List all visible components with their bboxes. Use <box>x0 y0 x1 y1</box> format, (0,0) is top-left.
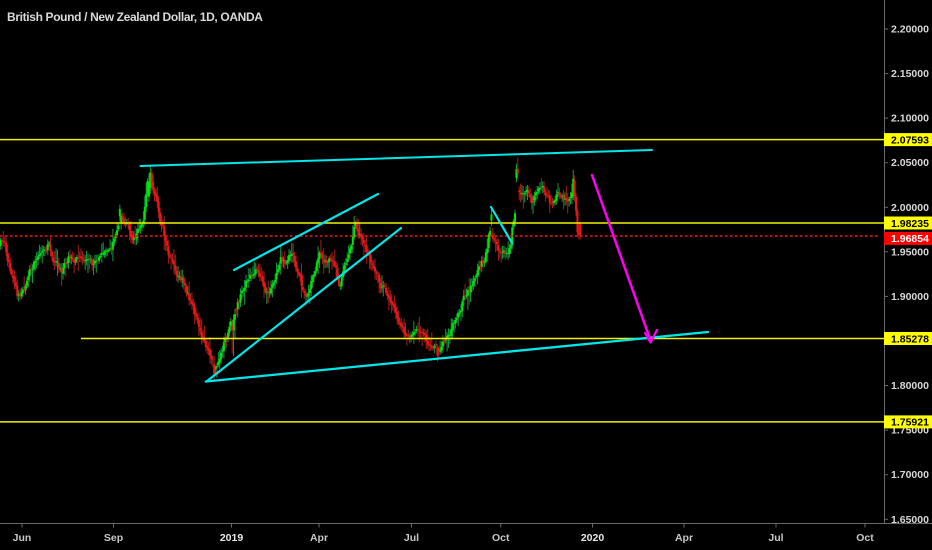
svg-text:1.80000: 1.80000 <box>891 380 929 392</box>
svg-text:Jul: Jul <box>768 532 783 544</box>
svg-text:Jul: Jul <box>404 532 419 544</box>
svg-text:1.98235: 1.98235 <box>891 218 929 230</box>
svg-text:1.95000: 1.95000 <box>891 246 929 258</box>
svg-text:Jun: Jun <box>13 532 32 544</box>
svg-text:Sep: Sep <box>104 532 123 544</box>
svg-text:1.75921: 1.75921 <box>891 417 929 429</box>
svg-text:Oct: Oct <box>856 532 874 544</box>
svg-text:Oct: Oct <box>492 532 510 544</box>
svg-text:Apr: Apr <box>310 532 328 544</box>
svg-text:2.05000: 2.05000 <box>891 157 929 169</box>
svg-text:2.00000: 2.00000 <box>891 202 929 214</box>
svg-text:Apr: Apr <box>675 532 693 544</box>
svg-text:2.20000: 2.20000 <box>891 24 929 36</box>
svg-text:2019: 2019 <box>220 532 244 544</box>
svg-text:2.07593: 2.07593 <box>891 134 929 146</box>
svg-text:2.15000: 2.15000 <box>891 68 929 80</box>
svg-text:2.10000: 2.10000 <box>891 113 929 125</box>
svg-text:1.96854: 1.96854 <box>891 233 929 245</box>
svg-text:2020: 2020 <box>581 532 605 544</box>
svg-text:1.85278: 1.85278 <box>891 333 929 345</box>
svg-text:British Pound / New Zealand Do: British Pound / New Zealand Dollar, 1D, … <box>7 10 263 24</box>
svg-text:1.65000: 1.65000 <box>891 514 929 526</box>
svg-text:1.90000: 1.90000 <box>891 291 929 303</box>
svg-text:1.70000: 1.70000 <box>891 469 929 481</box>
